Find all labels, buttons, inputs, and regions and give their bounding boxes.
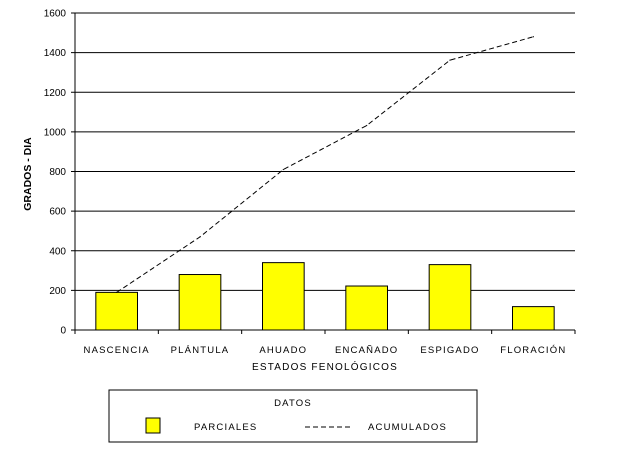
- bar-parciales: [262, 262, 305, 331]
- bar-parciales: [95, 291, 139, 331]
- y-tick-label: 400: [49, 246, 66, 257]
- bar-parciales: [428, 264, 472, 331]
- bar-parciales: [178, 274, 222, 331]
- y-tick-label: 1600: [44, 9, 67, 20]
- point-acumulados: [282, 168, 284, 171]
- gridlines: [71, 12, 575, 331]
- line-acumulados: [116, 36, 534, 293]
- y-axis-label: GRADOS - DIA: [22, 137, 34, 211]
- y-tick-label: 800: [49, 167, 66, 178]
- y-tick-label: 200: [49, 286, 66, 297]
- bar-parciales: [512, 306, 555, 331]
- legend-label-acumulados: ACUMULADOS: [368, 422, 447, 433]
- x-tick-labels: NASCENCIA PLÁNTULA AHUADO ENCAÑADO ESPIGADO F…: [74, 330, 576, 356]
- line-series: [116, 36, 534, 293]
- legend-swatch-parciales: [145, 417, 161, 434]
- x-axis-label: ESTADOS FENOLÓGICOS: [252, 360, 398, 373]
- y-tick-label: 600: [49, 207, 66, 218]
- y-tick-label: 1400: [44, 48, 67, 59]
- point-acumulados: [449, 59, 451, 61]
- x-tick-label: FLORACIÓN: [500, 345, 566, 356]
- bar-series: [95, 262, 555, 331]
- y-tick-label: 1000: [44, 127, 67, 138]
- x-tick-label: AHUADO: [259, 345, 307, 356]
- x-tick-label: PLÁNTULA: [171, 345, 230, 356]
- point-acumulados: [199, 236, 201, 238]
- y-tick-label: 1200: [44, 88, 67, 99]
- x-tick-label: ESPIGADO: [420, 345, 479, 356]
- point-acumulados: [116, 291, 118, 293]
- legend-label-parciales: PARCIALES: [194, 422, 257, 433]
- x-tick-label: ENCAÑADO: [335, 345, 398, 356]
- point-acumulados: [366, 124, 368, 127]
- legend: DATOS PARCIALES ACUMULADOS: [108, 389, 478, 443]
- y-tick-labels: 0 200 400 600 800 1000 1200 1400 1600: [44, 9, 67, 337]
- point-acumulados: [532, 36, 534, 38]
- legend-title: DATOS: [274, 398, 312, 409]
- x-tick-label: NASCENCIA: [84, 345, 150, 356]
- legend-box: [108, 389, 478, 443]
- y-tick-label: 0: [60, 326, 66, 337]
- bar-parciales: [345, 285, 389, 331]
